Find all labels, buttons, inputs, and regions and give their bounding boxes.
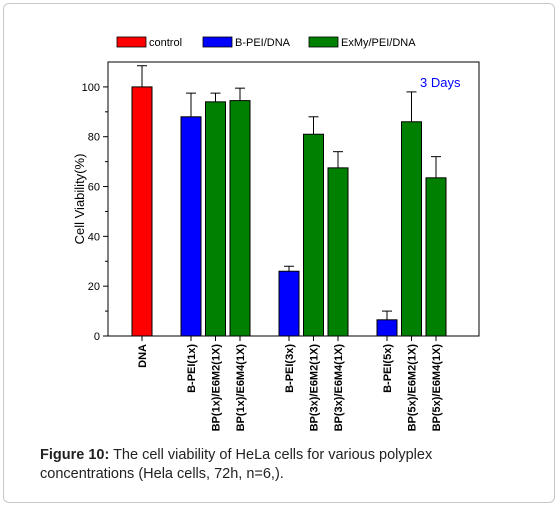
bar-group-bp-3x-e6m4-1x bbox=[327, 151, 349, 341]
bar-bp-1x-e6m2-1x bbox=[205, 101, 226, 337]
bar-bp-5x-e6m2-1x bbox=[401, 121, 422, 337]
y-tick-label-20: 20 bbox=[88, 281, 100, 293]
bar-group-bp-3x-e6m2-1x bbox=[303, 116, 324, 341]
caption-text: The cell viability of HeLa cells for var… bbox=[40, 447, 433, 482]
category-label-bp-5x-e6m2-1x: BP(5x)/E6M2(1X) bbox=[407, 344, 419, 432]
bar-group-bp-5x-e6m2-1x bbox=[401, 91, 422, 341]
bar-dna bbox=[131, 86, 153, 337]
annotation-3-days: 3 Days bbox=[420, 75, 461, 90]
y-axis: 0 20 40 60 80 100 bbox=[82, 82, 108, 343]
category-label-bp-3x-e6m2-1x: BP(3x)/E6M2(1X) bbox=[309, 344, 321, 432]
category-label-dna: DNA bbox=[137, 344, 149, 368]
bar-bp-3x-e6m4-1x bbox=[327, 167, 349, 337]
bar-group-bp-1x-e6m2-1x bbox=[205, 92, 226, 341]
caption-lead: Figure 10: bbox=[40, 447, 110, 463]
category-label-b-pei-1x: B-PEI(1x) bbox=[186, 344, 198, 393]
figure-frame bbox=[3, 3, 555, 503]
legend-swatch-control bbox=[116, 36, 147, 48]
y-tick-label-80: 80 bbox=[88, 132, 100, 144]
bar-bp-3x-e6m2-1x bbox=[303, 133, 324, 337]
bar-b-pei-5x bbox=[376, 319, 398, 337]
y-tick-label-100: 100 bbox=[82, 82, 100, 94]
y-axis-label: Cell Viability(%) bbox=[72, 154, 87, 245]
category-label-bp-3x-e6m4-1x: BP(3x)/E6M4(1X) bbox=[333, 344, 345, 432]
bar-chart: control B-PEI/DNA ExMy/PEI/DNA 0 20 40 60 80 10… bbox=[72, 36, 480, 432]
legend-swatch-exmy-pei-dna bbox=[308, 36, 339, 48]
y-tick-label-0: 0 bbox=[94, 331, 100, 343]
bar-bp-1x-e6m4-1x bbox=[229, 100, 251, 337]
bar-group-b-pei-3x bbox=[278, 265, 300, 341]
legend-swatch-b-pei-dna bbox=[202, 36, 233, 48]
legend-label-control: control bbox=[149, 37, 182, 49]
category-label-bp-1x-e6m4-1x: BP(1x)/E6M4(1X) bbox=[235, 344, 247, 432]
legend: control B-PEI/DNA ExMy/PEI/DNA bbox=[116, 36, 416, 49]
bar-b-pei-1x bbox=[180, 116, 202, 337]
bar-group-bp-1x-e6m4-1x bbox=[229, 87, 251, 341]
category-label-b-pei-3x: B-PEI(3x) bbox=[284, 344, 296, 393]
legend-label-b-pei-dna: B-PEI/DNA bbox=[235, 37, 291, 49]
figure-caption: Figure 10: The cell viability of HeLa ce… bbox=[40, 446, 530, 484]
y-tick-label-60: 60 bbox=[88, 182, 100, 194]
category-label-bp-5x-e6m4-1x: BP(5x)/E6M4(1X) bbox=[431, 344, 443, 432]
bar-group-b-pei-1x bbox=[180, 92, 202, 341]
bar-group-bp-5x-e6m4-1x bbox=[425, 156, 447, 341]
bar-group-b-pei-5x bbox=[376, 310, 398, 341]
category-label-b-pei-5x: B-PEI(5x) bbox=[382, 344, 394, 393]
category-labels: DNA B-PEI(1x) BP(1x)/E6M2(1X) BP(1x)/E6M4(1… bbox=[137, 344, 443, 432]
legend-label-exmy-pei-dna: ExMy/PEI/DNA bbox=[341, 37, 416, 49]
bar-group-dna bbox=[131, 65, 153, 341]
y-tick-label-40: 40 bbox=[88, 231, 100, 243]
bars bbox=[131, 65, 447, 341]
category-label-bp-1x-e6m2-1x: BP(1x)/E6M2(1X) bbox=[211, 344, 223, 432]
bar-b-pei-3x bbox=[278, 270, 300, 337]
bar-bp-5x-e6m4-1x bbox=[425, 177, 447, 337]
